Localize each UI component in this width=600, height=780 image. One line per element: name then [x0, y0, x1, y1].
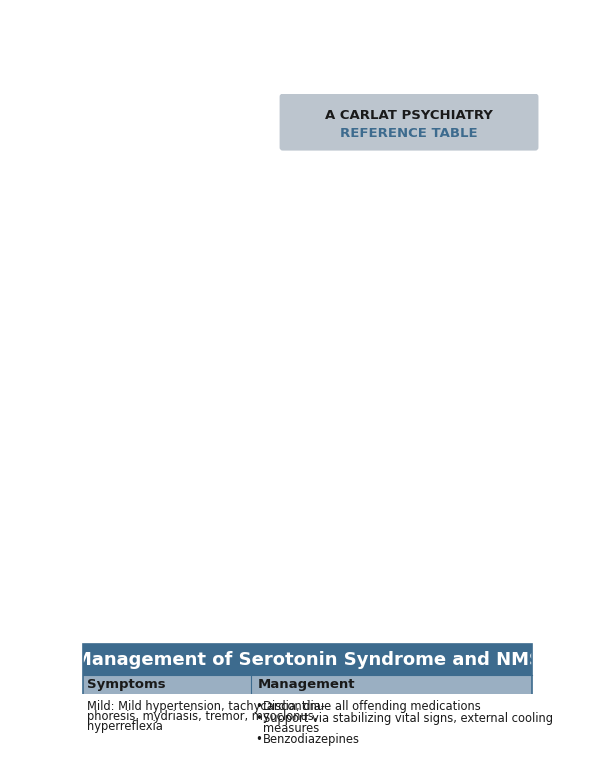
Text: Mild: Mild hypertension, tachycardia, dia-: Mild: Mild hypertension, tachycardia, di… — [86, 700, 325, 714]
Text: A CARLAT PSYCHIATRY: A CARLAT PSYCHIATRY — [325, 109, 493, 122]
Text: measures: measures — [263, 722, 319, 735]
Text: Management: Management — [257, 679, 355, 691]
Bar — [251, 695, 532, 778]
Text: hyperreflexia: hyperreflexia — [86, 720, 163, 732]
Bar — [83, 675, 251, 695]
Text: •: • — [255, 712, 262, 725]
Text: Support via stabilizing vital signs, external cooling: Support via stabilizing vital signs, ext… — [263, 712, 553, 725]
Text: •: • — [255, 700, 262, 714]
Text: REFERENCE TABLE: REFERENCE TABLE — [340, 127, 478, 140]
Text: phoresis, mydriasis, tremor, myoclonus,: phoresis, mydriasis, tremor, myoclonus, — [86, 710, 317, 723]
Bar — [83, 644, 532, 780]
FancyBboxPatch shape — [280, 94, 538, 151]
Bar — [83, 695, 251, 778]
Text: Symptoms: Symptoms — [88, 679, 166, 691]
Text: Discontinue all offending medications: Discontinue all offending medications — [263, 700, 481, 714]
Bar — [251, 778, 532, 780]
Bar — [83, 644, 532, 675]
Text: Management of Serotonin Syndrome and NMS: Management of Serotonin Syndrome and NMS — [74, 651, 542, 668]
Text: Benzodiazepines: Benzodiazepines — [263, 733, 360, 746]
Text: •: • — [255, 733, 262, 746]
Bar — [83, 778, 251, 780]
Bar — [251, 675, 532, 695]
